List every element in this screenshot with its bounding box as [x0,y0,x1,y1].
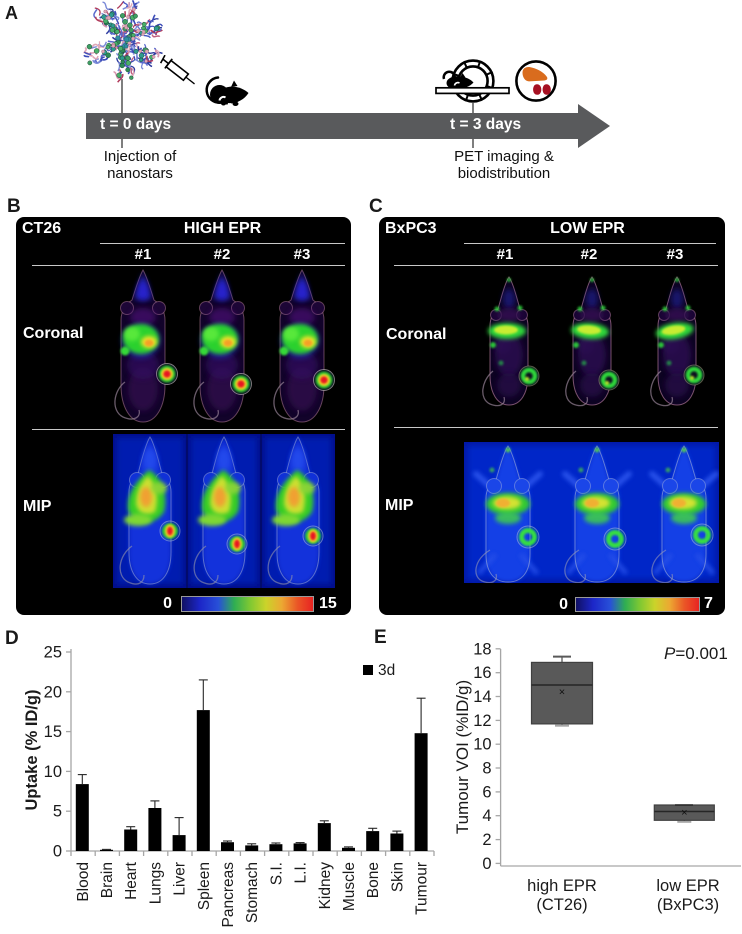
svg-text:14: 14 [473,688,491,706]
svg-text:2: 2 [482,831,491,849]
svg-text:Liver: Liver [172,862,189,896]
svg-text:high EPR: high EPR [527,877,597,895]
svg-text:Stomach: Stomach [244,862,261,923]
svg-text:10: 10 [44,763,62,781]
svg-text:×: × [681,807,687,819]
svg-text:Spleen: Spleen [196,862,213,910]
svg-text:Heart: Heart [123,861,140,900]
svg-text:Tumour VOI (%ID/g): Tumour VOI (%ID/g) [453,680,472,834]
svg-text:Brain: Brain [99,862,116,898]
svg-text:25: 25 [44,644,62,662]
svg-text:Kidney: Kidney [317,862,334,910]
svg-text:15: 15 [44,723,62,741]
svg-text:S.I.: S.I. [268,862,285,885]
svg-text:Lungs: Lungs [147,862,164,904]
svg-text:16: 16 [473,664,491,682]
svg-text:18: 18 [473,640,491,658]
svg-text:3d: 3d [378,662,395,679]
svg-text:×: × [559,687,565,699]
svg-text:10: 10 [473,736,491,754]
svg-text:(BxPC3): (BxPC3) [657,896,719,914]
svg-text:4: 4 [482,807,491,825]
svg-text:(CT26): (CT26) [536,896,587,914]
svg-text:Muscle: Muscle [341,862,358,911]
svg-text:Tumour: Tumour [414,862,431,915]
svg-text:20: 20 [44,683,62,701]
svg-text:Uptake (% ID/g): Uptake (% ID/g) [23,689,41,810]
svg-text:8: 8 [482,760,491,778]
svg-text:low EPR: low EPR [656,877,719,895]
svg-text:6: 6 [482,783,491,801]
svg-text:P=0.001: P=0.001 [664,644,728,663]
svg-text:0: 0 [53,843,62,861]
svg-text:Bone: Bone [365,862,382,898]
svg-text:Blood: Blood [75,862,92,902]
svg-text:0: 0 [482,855,491,873]
svg-text:5: 5 [53,803,62,821]
svg-text:L.I.: L.I. [293,862,310,884]
svg-text:Skin: Skin [389,862,406,892]
svg-text:Pancreas: Pancreas [220,862,237,928]
svg-text:12: 12 [473,712,491,730]
